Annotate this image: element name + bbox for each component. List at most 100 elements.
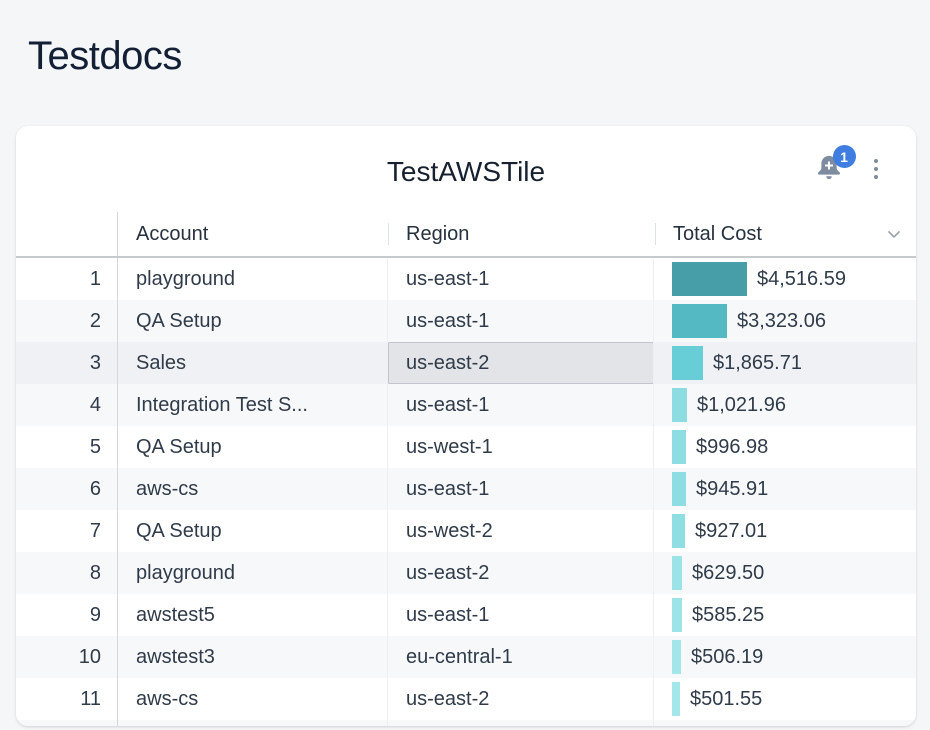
cost-value: $506.19 <box>691 645 764 668</box>
row-number-cell: 6 <box>16 468 118 510</box>
cost-bar <box>672 556 682 590</box>
cost-value: $629.50 <box>692 561 765 584</box>
cost-cell[interactable]: $629.50 <box>653 552 914 594</box>
table-row: 8 playground us-east-2 $629.50 <box>16 552 916 594</box>
chevron-down-icon[interactable] <box>884 224 904 244</box>
bell-plus-icon <box>814 155 844 187</box>
account-cell[interactable]: playground <box>136 267 235 290</box>
cost-value: $4,516.59 <box>757 267 846 290</box>
cost-cell[interactable]: $4,516.59 <box>653 258 914 300</box>
cost-value: $927.01 <box>695 519 768 542</box>
cost-bar <box>672 346 703 380</box>
cost-cell[interactable]: $996.98 <box>653 426 914 468</box>
cost-bar <box>672 262 747 296</box>
account-cell[interactable]: aws-cs <box>136 687 199 710</box>
account-cell[interactable]: Sales <box>136 351 187 374</box>
table-body: 1 playground us-east-1 $4,516.59 2 QA Setup us… <box>16 258 916 726</box>
row-number-cell <box>16 720 118 726</box>
tile-menu-button[interactable] <box>870 155 883 184</box>
region-column-header[interactable]: Region <box>388 212 655 256</box>
region-cell[interactable]: us-east-1 <box>387 594 654 636</box>
row-number-cell: 7 <box>16 510 118 552</box>
cost-value: $1,021.96 <box>697 393 786 416</box>
table-row: 5 QA Setup us-west-1 $996.98 <box>16 426 916 468</box>
cost-value: $996.98 <box>696 435 769 458</box>
region-cell[interactable]: us-east-1 <box>387 258 654 300</box>
cost-cell[interactable]: $506.19 <box>653 636 914 678</box>
cost-value: $585.25 <box>692 603 765 626</box>
region-cell[interactable]: us-west-2 <box>387 510 654 552</box>
cost-column-header[interactable]: Total Cost <box>655 212 916 256</box>
account-cell[interactable]: QA Setup <box>136 435 222 458</box>
cost-bar <box>672 598 682 632</box>
table-row: 10 awstest3 eu-central-1 $506.19 <box>16 636 916 678</box>
region-cell <box>387 720 654 726</box>
cost-value: $501.55 <box>690 687 763 710</box>
cost-cell[interactable]: $1,021.96 <box>653 384 914 426</box>
account-column-header[interactable]: Account <box>136 222 209 245</box>
row-number-cell: 10 <box>16 636 118 678</box>
alerts-button[interactable]: 1 <box>814 145 856 187</box>
row-number-header <box>16 212 118 256</box>
cost-bar <box>672 388 687 422</box>
cost-bar <box>672 514 685 548</box>
table-row: 3 Sales us-east-2 $1,865.71 <box>16 342 916 384</box>
region-cell[interactable]: us-east-1 <box>387 468 654 510</box>
cost-cell[interactable]: $3,323.06 <box>653 300 914 342</box>
cost-cell <box>653 720 914 726</box>
cost-column-label: Total Cost <box>673 222 762 245</box>
account-cell[interactable]: QA Setup <box>136 309 222 332</box>
tile-header-actions: 1 <box>814 126 883 212</box>
cost-table: Account Region Total Cost 1 playground us-… <box>16 212 916 726</box>
row-number-cell: 8 <box>16 552 118 594</box>
row-number-cell: 5 <box>16 426 118 468</box>
row-number-cell: 4 <box>16 384 118 426</box>
account-cell[interactable]: Integration Test S... <box>136 393 308 416</box>
table-row: 7 QA Setup us-west-2 $927.01 <box>16 510 916 552</box>
cost-bar <box>672 472 686 506</box>
row-number-cell: 2 <box>16 300 118 342</box>
cost-cell[interactable]: $927.01 <box>653 510 914 552</box>
row-number-cell: 11 <box>16 678 118 720</box>
account-cell[interactable]: QA Setup <box>136 519 222 542</box>
region-cell[interactable]: us-east-1 <box>387 384 654 426</box>
tile-card: TestAWSTile 1 Account Region <box>16 126 916 726</box>
table-row: 4 Integration Test S... us-east-1 $1,021.96 <box>16 384 916 426</box>
table-row: 1 playground us-east-1 $4,516.59 <box>16 258 916 300</box>
cost-bar <box>672 430 686 464</box>
region-cell-selected[interactable]: us-east-2 <box>387 342 654 384</box>
cost-value: $3,323.06 <box>737 309 826 332</box>
region-cell[interactable]: us-east-2 <box>387 678 654 720</box>
account-cell <box>118 720 388 726</box>
cost-cell[interactable]: $1,865.71 <box>653 342 914 384</box>
cost-cell[interactable]: $585.25 <box>653 594 914 636</box>
cost-value: $1,865.71 <box>713 351 802 374</box>
region-cell[interactable]: us-east-1 <box>387 300 654 342</box>
cost-bar <box>672 682 680 716</box>
row-number-cell: 3 <box>16 342 118 384</box>
kebab-icon <box>873 158 878 164</box>
table-row: 9 awstest5 us-east-1 $585.25 <box>16 594 916 636</box>
tile-header: TestAWSTile 1 <box>16 126 916 212</box>
table-row: 11 aws-cs us-east-2 $501.55 <box>16 678 916 720</box>
account-cell[interactable]: awstest3 <box>136 645 215 668</box>
cost-cell[interactable]: $945.91 <box>653 468 914 510</box>
account-cell[interactable]: playground <box>136 561 235 584</box>
table-header-row: Account Region Total Cost <box>16 212 916 258</box>
table-row: 2 QA Setup us-east-1 $3,323.06 <box>16 300 916 342</box>
region-cell[interactable]: eu-central-1 <box>387 636 654 678</box>
notification-badge: 1 <box>832 145 856 168</box>
cost-value: $945.91 <box>696 477 769 500</box>
cost-cell[interactable]: $501.55 <box>653 678 914 720</box>
cost-bar <box>672 304 727 338</box>
table-row-partial <box>16 720 916 726</box>
cost-bar <box>672 640 681 674</box>
tile-title: TestAWSTile <box>386 156 546 187</box>
region-cell[interactable]: us-west-1 <box>387 426 654 468</box>
account-cell[interactable]: aws-cs <box>136 477 199 500</box>
row-number-cell: 9 <box>16 594 118 636</box>
account-cell[interactable]: awstest5 <box>136 603 215 626</box>
region-cell[interactable]: us-east-2 <box>387 552 654 594</box>
page-title: Testdocs <box>28 34 182 78</box>
table-row: 6 aws-cs us-east-1 $945.91 <box>16 468 916 510</box>
